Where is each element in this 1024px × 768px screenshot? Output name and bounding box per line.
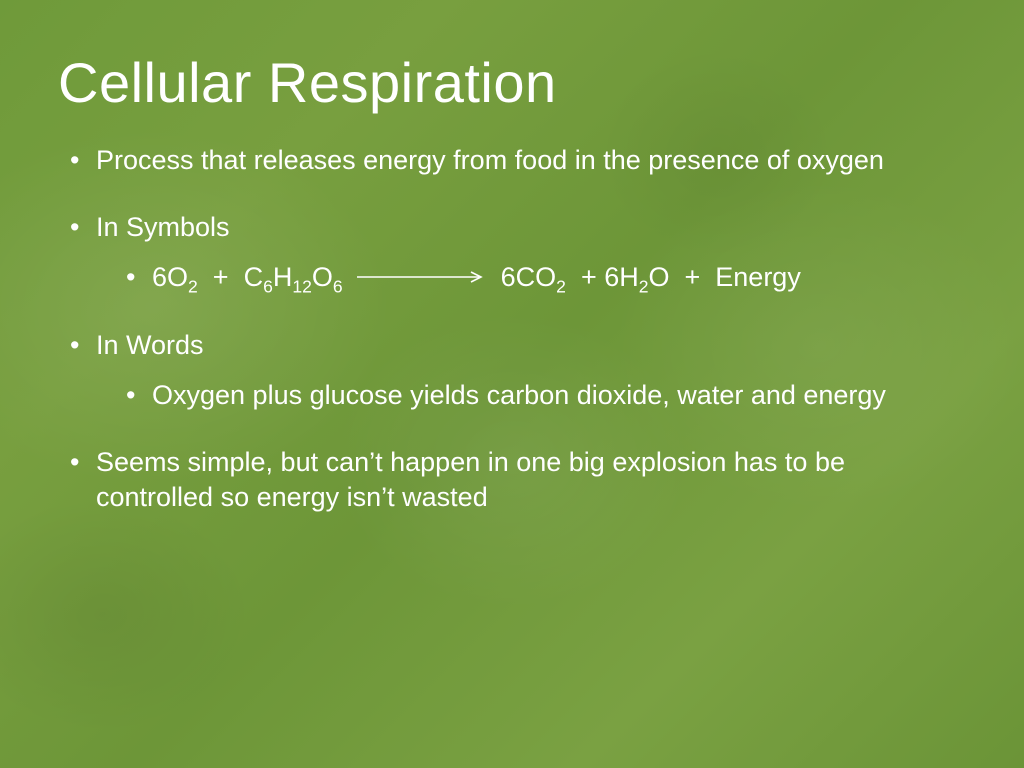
bullet-item: In Words Oxygen plus glucose yields carb… xyxy=(66,328,966,414)
chemical-equation: 6O2 + C6H12O66CO2 + 6H2O + Energy xyxy=(152,262,801,292)
bullet-item: In Symbols 6O2 + C6H12O66CO2 + 6H2O + En… xyxy=(66,210,966,296)
bullet-list: Process that releases energy from food i… xyxy=(58,143,966,515)
bullet-text: Seems simple, but can’t happen in one bi… xyxy=(96,447,845,512)
bullet-item: Process that releases energy from food i… xyxy=(66,143,966,178)
slide-title: Cellular Respiration xyxy=(58,50,966,115)
sub-bullet-list: 6O2 + C6H12O66CO2 + 6H2O + Energy xyxy=(96,259,966,295)
sub-bullet-list: Oxygen plus glucose yields carbon dioxid… xyxy=(96,377,966,413)
bullet-text: In Symbols xyxy=(96,212,230,242)
sub-bullet-text: Oxygen plus glucose yields carbon dioxid… xyxy=(152,380,886,410)
bullet-item: Seems simple, but can’t happen in one bi… xyxy=(66,445,966,515)
bullet-text: Process that releases energy from food i… xyxy=(96,145,884,175)
slide: Cellular Respiration Process that releas… xyxy=(0,0,1024,768)
reaction-arrow-icon xyxy=(357,270,487,284)
sub-bullet-item: Oxygen plus glucose yields carbon dioxid… xyxy=(124,377,966,413)
sub-bullet-item: 6O2 + C6H12O66CO2 + 6H2O + Energy xyxy=(124,259,966,295)
bullet-text: In Words xyxy=(96,330,204,360)
